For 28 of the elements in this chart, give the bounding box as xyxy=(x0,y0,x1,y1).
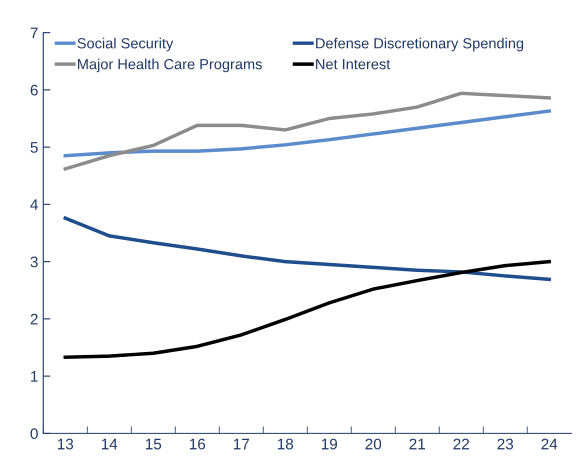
legend-label: Social Security xyxy=(77,38,174,52)
y-tick-label: 0 xyxy=(30,428,38,440)
y-tick-label: 4 xyxy=(30,199,38,210)
y-tick-label: 6 xyxy=(30,84,38,96)
y-tick-label: 2 xyxy=(30,314,38,324)
x-tick-label: 15 xyxy=(146,438,162,450)
x-tick-label: 14 xyxy=(102,438,118,450)
x-tick-label: 24 xyxy=(542,438,558,450)
line-series xyxy=(64,92,551,171)
legend-label: Major Health Care Programs xyxy=(78,58,262,72)
x-tick-label: 16 xyxy=(190,438,206,450)
x-tick-label: 19 xyxy=(322,438,338,450)
legend-label: Net Interest xyxy=(316,59,390,70)
x-tick-label: 18 xyxy=(278,438,294,450)
x-tick-label: 17 xyxy=(234,438,249,450)
line-series xyxy=(64,260,551,359)
x-tick-label: 21 xyxy=(410,438,425,450)
x-tick-label: 22 xyxy=(454,438,469,450)
x-tick-label: 20 xyxy=(366,438,382,450)
y-tick-label: 5 xyxy=(30,142,38,153)
y-tick-label: 1 xyxy=(31,371,38,382)
legend-label: Defense Discretionary Spending xyxy=(316,38,524,52)
line-series xyxy=(64,216,551,282)
x-tick-label: 13 xyxy=(58,438,74,450)
y-tick-label: 3 xyxy=(30,256,38,268)
y-tick-label: 7 xyxy=(30,28,38,38)
x-tick-label: 23 xyxy=(498,438,514,450)
line-series xyxy=(64,109,551,158)
